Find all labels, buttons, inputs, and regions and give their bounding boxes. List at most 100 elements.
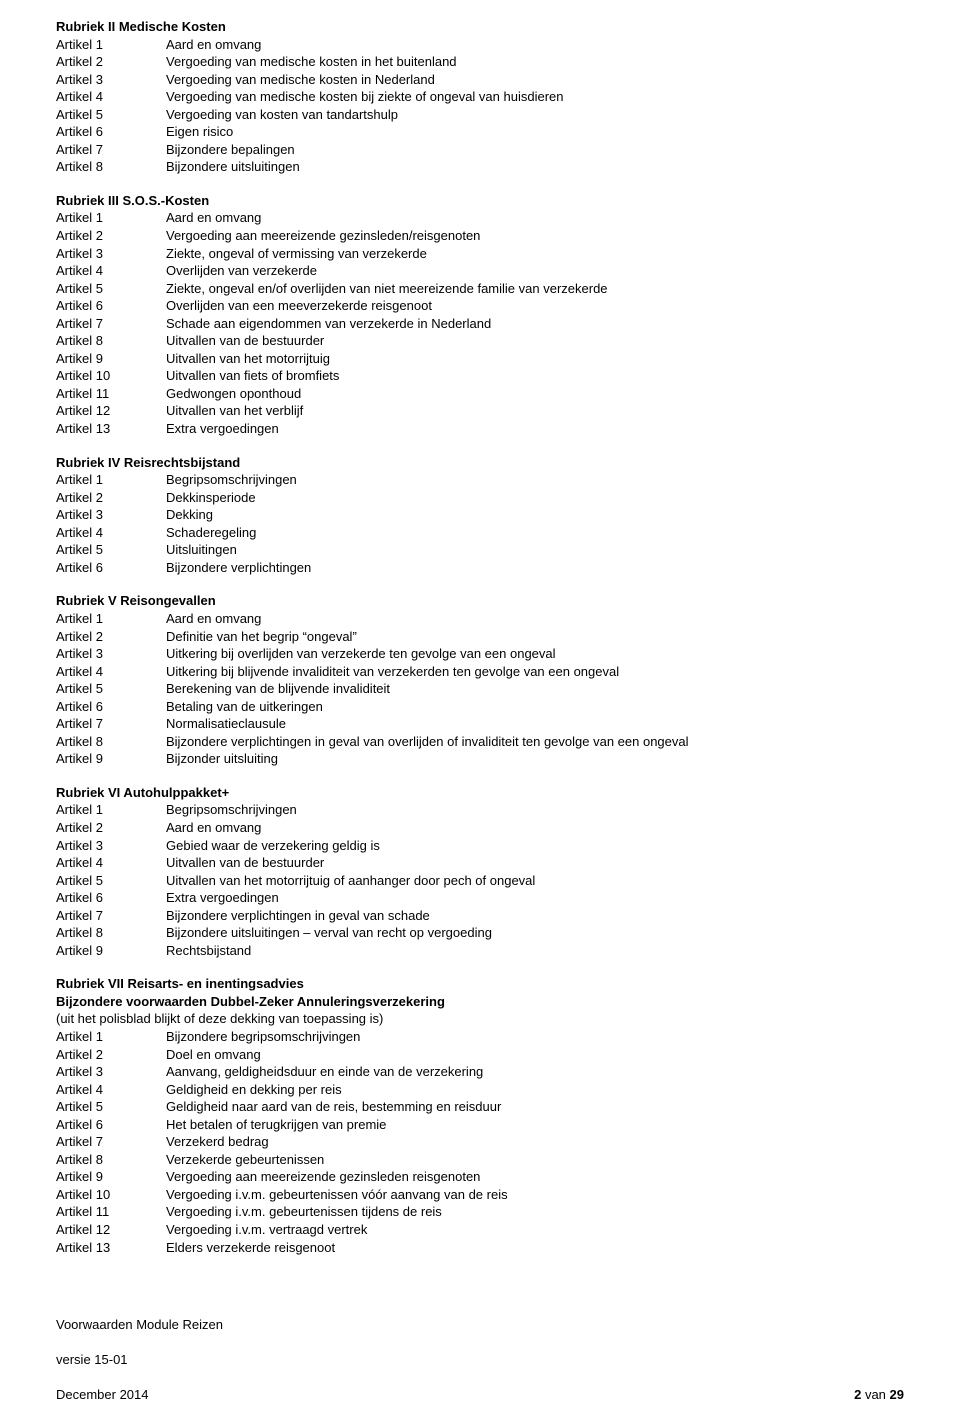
article-label: Artikel 8	[56, 332, 166, 350]
article-row: Artikel 4Overlijden van verzekerde	[56, 262, 904, 280]
article-label: Artikel 7	[56, 715, 166, 733]
article-label: Artikel 11	[56, 1203, 166, 1221]
article-label: Artikel 1	[56, 1028, 166, 1046]
article-row: Artikel 6Het betalen of terugkrijgen van…	[56, 1116, 904, 1134]
article-label: Artikel 10	[56, 1186, 166, 1204]
article-description: Uitvallen van het motorrijtuig of aanhan…	[166, 872, 904, 890]
article-row: Artikel 2Dekkinsperiode	[56, 489, 904, 507]
article-label: Artikel 3	[56, 645, 166, 663]
section: Rubriek III S.O.S.-KostenArtikel 1Aard e…	[56, 192, 904, 438]
article-row: Artikel 1Begripsomschrijvingen	[56, 471, 904, 489]
article-label: Artikel 5	[56, 1098, 166, 1116]
article-row: Artikel 10Uitvallen van fiets of bromfie…	[56, 367, 904, 385]
article-label: Artikel 12	[56, 1221, 166, 1239]
article-label: Artikel 6	[56, 698, 166, 716]
article-label: Artikel 9	[56, 350, 166, 368]
article-row: Artikel 12Vergoeding i.v.m. vertraagd ve…	[56, 1221, 904, 1239]
section: Rubriek IV ReisrechtsbijstandArtikel 1Be…	[56, 454, 904, 577]
article-label: Artikel 8	[56, 733, 166, 751]
article-description: Eigen risico	[166, 123, 904, 141]
article-row: Artikel 3Gebied waar de verzekering geld…	[56, 837, 904, 855]
sections-container: Rubriek II Medische KostenArtikel 1Aard …	[56, 18, 904, 1256]
article-description: Vergoeding van medische kosten in het bu…	[166, 53, 904, 71]
article-description: Vergoeding i.v.m. gebeurtenissen vóór aa…	[166, 1186, 904, 1204]
article-description: Uitvallen van de bestuurder	[166, 332, 904, 350]
section: Rubriek VII Reisarts- en inentingsadvies…	[56, 975, 904, 1256]
article-label: Artikel 5	[56, 680, 166, 698]
section-title: Rubriek III S.O.S.-Kosten	[56, 192, 904, 210]
document-page: Rubriek II Medische KostenArtikel 1Aard …	[0, 0, 960, 1426]
section-title: Rubriek IV Reisrechtsbijstand	[56, 454, 904, 472]
article-label: Artikel 8	[56, 924, 166, 942]
article-description: Verzekerde gebeurtenissen	[166, 1151, 904, 1169]
article-description: Vergoeding aan meereizende gezinsleden r…	[166, 1168, 904, 1186]
article-label: Artikel 13	[56, 1239, 166, 1257]
article-label: Artikel 9	[56, 750, 166, 768]
article-row: Artikel 8Bijzondere verplichtingen in ge…	[56, 733, 904, 751]
article-row: Artikel 11Vergoeding i.v.m. gebeurteniss…	[56, 1203, 904, 1221]
article-row: Artikel 7Bijzondere verplichtingen in ge…	[56, 907, 904, 925]
article-row: Artikel 1Aard en omvang	[56, 209, 904, 227]
article-row: Artikel 3Ziekte, ongeval of vermissing v…	[56, 245, 904, 263]
article-row: Artikel 1Bijzondere begripsomschrijvinge…	[56, 1028, 904, 1046]
article-row: Artikel 2Definitie van het begrip “ongev…	[56, 628, 904, 646]
article-description: Uitsluitingen	[166, 541, 904, 559]
article-label: Artikel 7	[56, 141, 166, 159]
section: Rubriek VI Autohulppakket+Artikel 1Begri…	[56, 784, 904, 959]
section-subtitle: Bijzondere voorwaarden Dubbel-Zeker Annu…	[56, 993, 904, 1011]
article-description: Extra vergoedingen	[166, 420, 904, 438]
section-title: Rubriek VII Reisarts- en inentingsadvies	[56, 975, 904, 993]
article-label: Artikel 5	[56, 106, 166, 124]
article-row: Artikel 8Verzekerde gebeurtenissen	[56, 1151, 904, 1169]
article-description: Bijzonder uitsluiting	[166, 750, 904, 768]
article-row: Artikel 6Betaling van de uitkeringen	[56, 698, 904, 716]
article-description: Gedwongen oponthoud	[166, 385, 904, 403]
article-description: Aard en omvang	[166, 36, 904, 54]
article-row: Artikel 3Dekking	[56, 506, 904, 524]
article-label: Artikel 13	[56, 420, 166, 438]
article-label: Artikel 7	[56, 315, 166, 333]
article-description: Geldigheid en dekking per reis	[166, 1081, 904, 1099]
article-description: Bijzondere verplichtingen	[166, 559, 904, 577]
article-label: Artikel 2	[56, 489, 166, 507]
article-row: Artikel 3Aanvang, geldigheidsduur en ein…	[56, 1063, 904, 1081]
article-description: Elders verzekerde reisgenoot	[166, 1239, 904, 1257]
footer-doc-title: Voorwaarden Module Reizen	[56, 1317, 223, 1332]
article-row: Artikel 1Begripsomschrijvingen	[56, 801, 904, 819]
article-description: Uitkering bij overlijden van verzekerde …	[166, 645, 904, 663]
article-label: Artikel 7	[56, 907, 166, 925]
article-label: Artikel 6	[56, 559, 166, 577]
article-description: Vergoeding van medische kosten in Nederl…	[166, 71, 904, 89]
article-row: Artikel 10Vergoeding i.v.m. gebeurteniss…	[56, 1186, 904, 1204]
article-description: Berekening van de blijvende invaliditeit	[166, 680, 904, 698]
article-label: Artikel 5	[56, 280, 166, 298]
article-description: Vergoeding van medische kosten bij ziekt…	[166, 88, 904, 106]
article-description: Uitkering bij blijvende invaliditeit van…	[166, 663, 904, 681]
article-description: Uitvallen van de bestuurder	[166, 854, 904, 872]
section: Rubriek II Medische KostenArtikel 1Aard …	[56, 18, 904, 176]
article-row: Artikel 4Schaderegeling	[56, 524, 904, 542]
article-row: Artikel 1Aard en omvang	[56, 610, 904, 628]
section: Rubriek V ReisongevallenArtikel 1Aard en…	[56, 592, 904, 767]
article-row: Artikel 5Uitsluitingen	[56, 541, 904, 559]
article-description: Schaderegeling	[166, 524, 904, 542]
article-row: Artikel 7Bijzondere bepalingen	[56, 141, 904, 159]
article-description: Overlijden van verzekerde	[166, 262, 904, 280]
article-row: Artikel 9Uitvallen van het motorrijtuig	[56, 350, 904, 368]
article-description: Doel en omvang	[166, 1046, 904, 1064]
article-label: Artikel 4	[56, 854, 166, 872]
article-row: Artikel 2Aard en omvang	[56, 819, 904, 837]
article-row: Artikel 2Vergoeding van medische kosten …	[56, 53, 904, 71]
article-row: Artikel 4Geldigheid en dekking per reis	[56, 1081, 904, 1099]
article-description: Vergoeding i.v.m. gebeurtenissen tijdens…	[166, 1203, 904, 1221]
article-row: Artikel 7Verzekerd bedrag	[56, 1133, 904, 1151]
article-label: Artikel 2	[56, 227, 166, 245]
article-row: Artikel 8Bijzondere uitsluitingen – verv…	[56, 924, 904, 942]
article-label: Artikel 4	[56, 262, 166, 280]
article-label: Artikel 1	[56, 209, 166, 227]
section-title: Rubriek II Medische Kosten	[56, 18, 904, 36]
article-label: Artikel 9	[56, 942, 166, 960]
article-description: Bijzondere begripsomschrijvingen	[166, 1028, 904, 1046]
article-description: Aard en omvang	[166, 209, 904, 227]
footer-page-total: 29	[890, 1387, 904, 1402]
